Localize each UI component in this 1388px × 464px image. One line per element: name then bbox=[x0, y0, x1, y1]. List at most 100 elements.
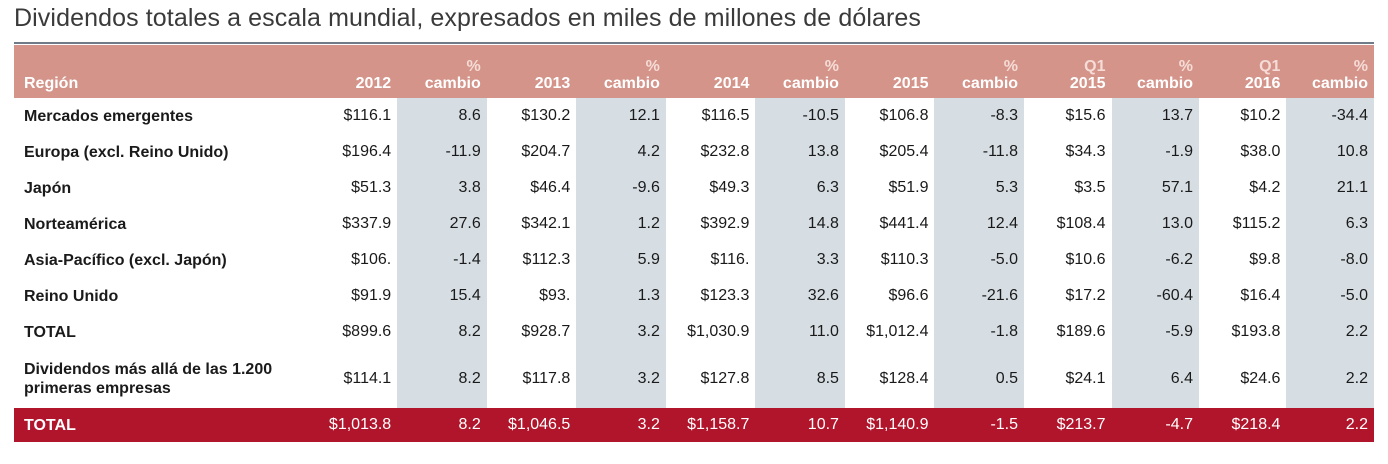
value-cell: $1,012.4 bbox=[866, 323, 929, 340]
percent-change-cell: -5.9 bbox=[1111, 314, 1199, 350]
value-cell: $10.6 bbox=[1065, 251, 1106, 268]
table-row: Norteamérica $337.9 27.6 $342.1 1.2 $392.9 14.… bbox=[14, 206, 1374, 242]
percent-change-cell: 13.8 bbox=[755, 134, 845, 170]
column-header: % cambio bbox=[1111, 45, 1199, 98]
value-cell: $232.8 bbox=[700, 143, 750, 160]
percent-change-cell: -10.5 bbox=[755, 98, 845, 134]
value-cell: $93. bbox=[539, 287, 571, 304]
percent-change-cell: -8.3 bbox=[934, 98, 1025, 134]
table-body: Mercados emergentes $116.1 8.6 $130.2 12.1 $1… bbox=[14, 98, 1374, 442]
percent-change-cell: -60.4 bbox=[1111, 278, 1199, 314]
percent-change-cell: -4.7 bbox=[1111, 408, 1199, 442]
percent-change-cell: 3.2 bbox=[576, 314, 666, 350]
region-cell: Japón bbox=[24, 179, 72, 197]
column-header-line1: % bbox=[1353, 58, 1368, 75]
value-cell: $130.2 bbox=[521, 107, 571, 124]
column-header-line2: cambio bbox=[782, 75, 839, 92]
value-cell: $106.8 bbox=[879, 107, 929, 124]
table-row: Asia-Pacífico (excl. Japón) $106. -1.4 $112… bbox=[14, 242, 1374, 278]
header-row: Región 2012% cambio 2013% cambio 2014% cambio 2… bbox=[14, 45, 1374, 98]
column-header-line1: % bbox=[1178, 58, 1193, 75]
column-header: % cambio bbox=[576, 45, 666, 98]
value-cell: $49.3 bbox=[709, 179, 750, 196]
percent-change-cell: 8.2 bbox=[397, 350, 487, 408]
value-cell: $114.1 bbox=[343, 370, 392, 387]
percent-change-cell: 2.2 bbox=[1286, 314, 1374, 350]
value-cell: $9.8 bbox=[1249, 251, 1281, 268]
percent-change-cell: 1.2 bbox=[576, 206, 666, 242]
percent-change-cell: 8.2 bbox=[397, 314, 487, 350]
value-cell: $116.5 bbox=[701, 107, 750, 124]
title-rule bbox=[14, 42, 1374, 44]
region-cell: Dividendos más allá de las 1.200 primera… bbox=[24, 361, 273, 397]
value-cell: $1,046.5 bbox=[486, 408, 577, 442]
percent-change-cell: -8.0 bbox=[1286, 242, 1374, 278]
value-cell: $10.2 bbox=[1240, 107, 1281, 124]
percent-change-cell: 4.2 bbox=[576, 134, 666, 170]
percent-change-cell: -21.6 bbox=[934, 278, 1025, 314]
value-cell: $189.6 bbox=[1056, 323, 1106, 340]
grand-total-row: TOTAL $1,013.8 8.2 $1,046.5 3.2 $1,158.7 10.7 $… bbox=[14, 408, 1374, 442]
value-cell: $204.7 bbox=[521, 143, 571, 160]
value-cell: $218.4 bbox=[1198, 408, 1287, 442]
column-header: % cambio bbox=[934, 45, 1025, 98]
percent-change-cell: 6.3 bbox=[755, 170, 845, 206]
value-cell: $16.4 bbox=[1240, 287, 1281, 304]
value-cell: $46.4 bbox=[530, 179, 571, 196]
column-header: 2013 bbox=[486, 45, 577, 98]
percent-change-cell: 3.2 bbox=[576, 408, 666, 442]
region-cell: Mercados emergentes bbox=[24, 107, 193, 125]
column-header-line1: % bbox=[824, 58, 839, 75]
value-cell: $337.9 bbox=[342, 215, 392, 232]
dividends-table: Región 2012% cambio 2013% cambio 2014% cambio 2… bbox=[14, 45, 1374, 442]
percent-change-cell: 1.3 bbox=[576, 278, 666, 314]
value-cell: $213.7 bbox=[1024, 408, 1112, 442]
column-header-line2: cambio bbox=[962, 75, 1019, 92]
percent-change-cell: 3.8 bbox=[397, 170, 487, 206]
value-cell: $116. bbox=[710, 251, 750, 268]
value-cell: $24.6 bbox=[1240, 370, 1281, 387]
percent-change-cell: 57.1 bbox=[1111, 170, 1199, 206]
value-cell: $1,140.9 bbox=[844, 408, 935, 442]
value-cell: $117.8 bbox=[522, 370, 571, 387]
region-cell: Norteamérica bbox=[24, 215, 127, 233]
column-header-line2: cambio bbox=[1311, 75, 1368, 92]
percent-change-cell: 5.3 bbox=[934, 170, 1025, 206]
value-cell: $3.5 bbox=[1074, 179, 1106, 196]
percent-change-cell: 8.2 bbox=[397, 408, 487, 442]
column-header-line1: % bbox=[645, 58, 660, 75]
percent-change-cell: 15.4 bbox=[397, 278, 487, 314]
percent-change-cell: 12.4 bbox=[934, 206, 1025, 242]
percent-change-cell: 21.1 bbox=[1286, 170, 1374, 206]
value-cell: $1,158.7 bbox=[665, 408, 756, 442]
percent-change-cell: 13.7 bbox=[1111, 98, 1199, 134]
column-header: % cambio bbox=[397, 45, 487, 98]
value-cell: $4.2 bbox=[1249, 179, 1281, 196]
value-cell: $51.9 bbox=[888, 179, 929, 196]
table-row: Mercados emergentes $116.1 8.6 $130.2 12.1 $1… bbox=[14, 98, 1374, 134]
percent-change-cell: -6.2 bbox=[1111, 242, 1199, 278]
percent-change-cell: -5.0 bbox=[1286, 278, 1374, 314]
percent-change-cell: 3.3 bbox=[755, 242, 845, 278]
table-row: TOTAL $899.6 8.2 $928.7 3.2 $1,030.9 11.0 $1,01… bbox=[14, 314, 1374, 350]
column-header-line1: Q1 bbox=[1084, 58, 1106, 75]
value-cell: $1,030.9 bbox=[687, 323, 750, 340]
region-cell: Asia-Pacífico (excl. Japón) bbox=[24, 251, 227, 269]
value-cell: $108.4 bbox=[1056, 215, 1106, 232]
region-cell: Reino Unido bbox=[24, 287, 119, 305]
percent-change-cell: -9.6 bbox=[576, 170, 666, 206]
value-cell: $115.2 bbox=[1232, 215, 1281, 232]
table-row: Dividendos más allá de las 1.200 primera… bbox=[14, 350, 1374, 408]
column-header: Q1 2016 bbox=[1198, 45, 1287, 98]
percent-change-cell: -1.5 bbox=[934, 408, 1025, 442]
percent-change-cell: 5.9 bbox=[576, 242, 666, 278]
column-header-line1: Q1 bbox=[1259, 58, 1281, 75]
percent-change-cell: 27.6 bbox=[397, 206, 487, 242]
region-cell: Europa (excl. Reino Unido) bbox=[24, 143, 229, 161]
column-header-line2: 2015 bbox=[892, 75, 929, 92]
percent-change-cell: 6.3 bbox=[1286, 206, 1374, 242]
value-cell: $205.4 bbox=[879, 143, 929, 160]
column-header-line2: 2014 bbox=[713, 75, 750, 92]
value-cell: $128.4 bbox=[879, 370, 929, 387]
table-row: Europa (excl. Reino Unido) $196.4 -11.9 $20… bbox=[14, 134, 1374, 170]
